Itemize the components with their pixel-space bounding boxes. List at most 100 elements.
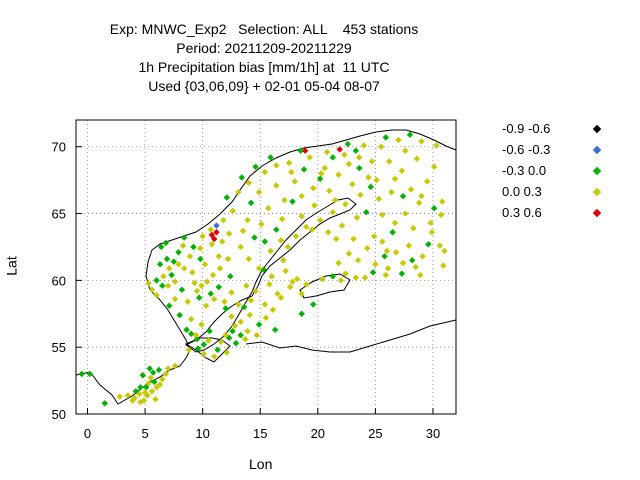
data-point xyxy=(373,176,380,184)
data-point xyxy=(187,315,195,323)
data-point xyxy=(78,370,85,378)
data-point xyxy=(379,211,386,219)
data-point xyxy=(220,217,227,224)
data-point xyxy=(277,237,285,244)
data-point xyxy=(153,277,160,284)
data-point xyxy=(232,339,240,347)
data-point xyxy=(262,314,270,321)
data-point xyxy=(316,175,324,182)
data-point xyxy=(216,265,224,272)
data-point xyxy=(255,188,263,196)
data-point xyxy=(306,154,313,161)
data-point xyxy=(164,282,172,289)
data-point xyxy=(137,384,144,391)
data-point xyxy=(326,187,333,195)
data-point xyxy=(319,275,326,283)
data-point xyxy=(289,278,296,285)
data-point xyxy=(415,199,423,207)
data-point xyxy=(350,235,357,243)
data-point xyxy=(152,396,159,403)
data-point xyxy=(231,322,239,329)
data-point xyxy=(163,255,171,263)
data-point xyxy=(368,158,376,165)
legend-label: 0.3 0.6 xyxy=(502,205,542,220)
data-point xyxy=(179,242,187,249)
data-point xyxy=(267,154,274,161)
data-point xyxy=(162,370,170,378)
title-line-4: Used {03,06,09} + 02-01 05-04 08-07 xyxy=(148,78,380,94)
data-point xyxy=(198,282,205,289)
data-point xyxy=(392,249,400,256)
data-point xyxy=(277,294,285,301)
x-tick-label: 30 xyxy=(426,426,440,441)
data-point xyxy=(367,183,374,191)
data-point xyxy=(243,282,250,289)
data-point xyxy=(245,255,252,263)
data-point xyxy=(291,178,298,185)
data-point xyxy=(155,366,163,374)
data-point xyxy=(338,222,346,229)
data-point xyxy=(164,365,172,372)
data-point xyxy=(285,159,293,166)
data-point xyxy=(388,188,395,196)
data-point xyxy=(344,140,351,148)
data-point xyxy=(341,151,348,158)
data-point xyxy=(419,253,426,260)
data-point xyxy=(235,188,242,196)
x-axis-label: Lon xyxy=(249,456,273,472)
data-point xyxy=(298,213,305,220)
data-point xyxy=(333,235,340,243)
data-point xyxy=(228,289,235,296)
data-point xyxy=(398,270,406,277)
data-point xyxy=(375,195,383,203)
data-point xyxy=(159,282,166,289)
data-point xyxy=(200,350,208,358)
x-tick-label: 15 xyxy=(253,426,267,441)
data-point xyxy=(210,295,218,303)
legend-swatch xyxy=(592,145,602,155)
data-point xyxy=(402,210,409,217)
data-point xyxy=(197,245,204,252)
data-point xyxy=(261,301,269,308)
y-tick-label: 50 xyxy=(52,407,66,422)
data-point xyxy=(265,205,272,212)
data-point xyxy=(251,234,258,241)
data-point xyxy=(255,265,263,272)
axis-ticks: 0 5 10 15 20 25 30 50 55 60 65 70 xyxy=(52,140,441,441)
data-point xyxy=(297,147,304,154)
data-point xyxy=(148,388,156,395)
y-tick-label: 60 xyxy=(52,273,66,288)
legend-item: 0.0 0.3 xyxy=(490,184,610,205)
data-point xyxy=(418,192,425,200)
data-point xyxy=(221,298,228,305)
data-point xyxy=(116,393,123,400)
data-point xyxy=(151,378,158,386)
data-point xyxy=(365,174,372,181)
data-point xyxy=(318,170,325,177)
y-tick-label: 55 xyxy=(52,340,66,355)
data-point xyxy=(156,261,164,268)
data-point xyxy=(223,349,231,356)
data-point xyxy=(137,398,144,406)
data-point xyxy=(208,241,216,248)
plot-frame xyxy=(75,119,457,415)
data-point xyxy=(267,247,274,255)
data-point xyxy=(381,253,388,260)
data-point xyxy=(258,221,265,228)
data-point xyxy=(273,226,280,233)
data-point xyxy=(383,247,391,255)
legend-label: -0.9 -0.6 xyxy=(502,121,551,136)
data-point xyxy=(136,390,143,398)
data-point xyxy=(352,147,360,154)
data-point xyxy=(205,337,212,344)
data-point xyxy=(245,179,252,187)
data-point xyxy=(244,327,251,335)
data-point xyxy=(170,258,178,265)
data-point xyxy=(335,259,342,267)
data-point xyxy=(242,335,249,343)
data-point xyxy=(352,274,360,281)
data-point xyxy=(237,318,244,325)
data-point xyxy=(310,301,317,308)
data-point xyxy=(247,199,255,207)
data-point xyxy=(214,346,221,354)
